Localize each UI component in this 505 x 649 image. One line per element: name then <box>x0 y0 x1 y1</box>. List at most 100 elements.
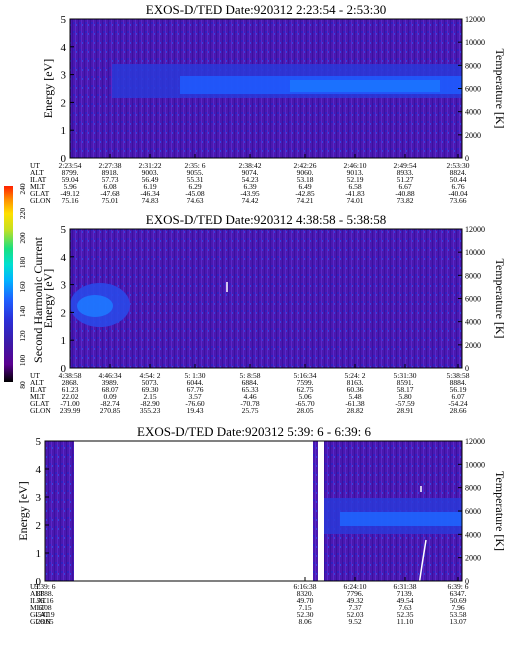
y-tick-label: 5 <box>61 14 67 26</box>
y2-tick-label: 4000 <box>465 530 481 539</box>
ion-band-peak <box>290 80 440 92</box>
y2-tick-label: 0 <box>465 154 469 163</box>
y2-axis-label: Temperature [K] <box>493 471 505 551</box>
spectrogram-plot-area <box>70 229 462 368</box>
table-cell: -82.90 <box>140 399 160 408</box>
table-cell: 9055. <box>187 168 204 177</box>
table-cell: 59.04 <box>62 175 79 184</box>
table-cell: 5:38:58 <box>447 371 470 380</box>
table-cell: 2:27:38 <box>99 161 122 170</box>
table-cell: 7.37 <box>348 603 361 612</box>
y-tick-label: 5 <box>36 436 42 448</box>
row-label: MLT <box>30 392 46 401</box>
table-cell: 9074. <box>242 168 259 177</box>
y2-tick-label: 10000 <box>465 248 485 257</box>
table-cell: 52.19 <box>347 175 364 184</box>
table-cell: 73.66 <box>450 196 467 205</box>
table-cell: 7.15 <box>298 603 311 612</box>
y-tick-label: 4 <box>36 464 42 476</box>
table-cell: 8320. <box>297 589 314 598</box>
y-axis-label: Energy [eV] <box>41 269 55 328</box>
y-tick-label: 3 <box>61 280 67 292</box>
table-cell: 28.66 <box>450 406 467 415</box>
panel-3: EXOS-D/TED Date:920312 5:39: 6 - 6:39: 6… <box>16 424 505 626</box>
table-cell: 74.63 <box>187 196 204 205</box>
y2-tick-label: 2000 <box>465 341 481 350</box>
table-cell: 270.85 <box>100 406 121 415</box>
table-cell: 55.31 <box>187 175 204 184</box>
y2-tick-label: 10000 <box>465 38 485 47</box>
y-tick-label: 1 <box>36 548 42 560</box>
colorbar-tick-label: 80 <box>18 381 27 389</box>
data-segment-1 <box>45 441 74 581</box>
table-cell: 6:39: 6 <box>447 582 468 591</box>
y-tick-label: 5 <box>61 224 67 236</box>
table-cell: 67.76 <box>187 385 204 394</box>
table-cell: 2:42:26 <box>294 161 317 170</box>
y-tick-label: 1 <box>61 335 67 347</box>
table-cell: 74.01 <box>347 196 364 205</box>
table-cell: 9013. <box>347 168 364 177</box>
table-cell: 6.07 <box>451 392 464 401</box>
table-cell: 2:49:54 <box>394 161 417 170</box>
y2-tick-label: 12000 <box>465 15 485 24</box>
y-tick-label: 2 <box>36 520 42 532</box>
table-cell: 6.08 <box>38 603 51 612</box>
row-label: GLON <box>30 617 51 626</box>
table-cell: 50.69 <box>450 596 467 605</box>
table-cell: 19.43 <box>187 406 204 415</box>
table-cell: 2:23:54 <box>59 161 82 170</box>
table-cell: 239.99 <box>60 406 81 415</box>
table-cell: 6.58 <box>348 182 361 191</box>
y2-axis-label: Temperature [K] <box>493 48 505 128</box>
table-cell: 5:31:30 <box>394 371 417 380</box>
table-cell: 49.54 <box>397 596 414 605</box>
ion-band-core <box>340 512 462 526</box>
row-label: GLON <box>30 406 51 415</box>
table-cell: 8884. <box>450 378 467 387</box>
table-cell: 2:53:30 <box>447 161 470 170</box>
colorbar-label: Second Harmonic Current <box>31 236 45 363</box>
table-cell: 75.01 <box>102 196 119 205</box>
row-label: ALT <box>30 589 44 598</box>
y-tick-label: 4 <box>61 252 67 264</box>
table-cell: 52.35 <box>397 610 414 619</box>
y2-tick-label: 4000 <box>465 108 481 117</box>
table-cell: 4:38:58 <box>59 371 82 380</box>
y2-tick-label: 2000 <box>465 554 481 563</box>
table-cell: 68.07 <box>102 385 119 394</box>
row-label: MLT <box>30 603 46 612</box>
y2-tick-label: 8000 <box>465 61 481 70</box>
table-cell: 28.82 <box>347 406 364 415</box>
table-cell: -61.38 <box>345 399 365 408</box>
y-axis-label: Energy [eV] <box>41 59 55 118</box>
table-cell: 6.76 <box>451 182 464 191</box>
panel-title: EXOS-D/TED Date:920312 4:38:58 - 5:38:58 <box>146 212 386 227</box>
table-cell: 8591. <box>397 378 414 387</box>
table-cell: 69.30 <box>142 385 159 394</box>
colorbar-tick-label: 220 <box>18 208 27 220</box>
table-cell: 6884. <box>242 378 259 387</box>
table-cell: -82.74 <box>100 399 120 408</box>
table-cell: 5:24: 2 <box>344 371 365 380</box>
table-cell: 7599. <box>297 378 314 387</box>
y2-tick-label: 6000 <box>465 507 481 516</box>
row-label: ALT <box>30 168 44 177</box>
row-label: ILAT <box>30 175 47 184</box>
table-cell: 75.16 <box>62 196 79 205</box>
table-cell: 73.82 <box>397 196 414 205</box>
table-cell: 9.52 <box>348 617 361 626</box>
table-cell: 49.70 <box>297 596 314 605</box>
table-cell: -57.59 <box>395 399 415 408</box>
table-cell: -54.19 <box>35 610 55 619</box>
table-cell: 22.02 <box>62 392 79 401</box>
table-cell: -49.12 <box>60 189 80 198</box>
row-label: GLAT <box>30 399 50 408</box>
table-cell: 7.96 <box>451 603 464 612</box>
table-cell: 7139. <box>397 589 414 598</box>
y-tick-label: 3 <box>61 70 67 82</box>
row-label: UT <box>30 582 40 591</box>
table-cell: -70.78 <box>240 399 260 408</box>
table-cell: 4:46:34 <box>99 371 122 380</box>
table-cell: -71.00 <box>60 399 80 408</box>
